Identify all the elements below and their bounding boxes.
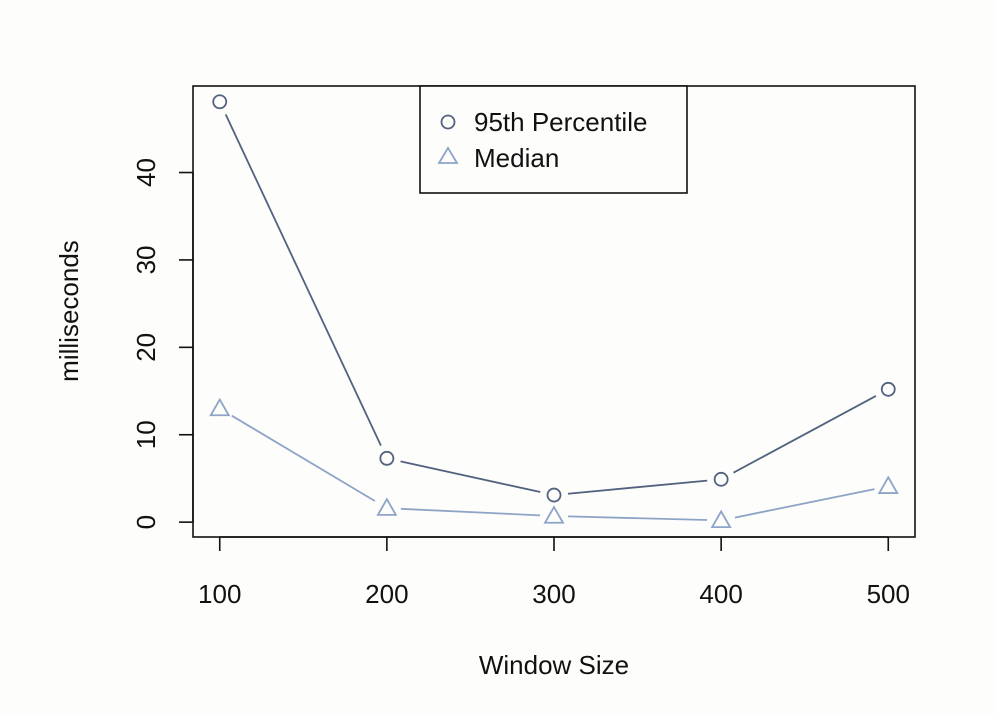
series-line-segment <box>400 507 541 517</box>
x-tick-label: 200 <box>365 579 408 609</box>
y-tick-label: 0 <box>131 515 161 529</box>
legend-box <box>419 85 688 194</box>
legend-marker-triangle <box>437 146 459 164</box>
series-line-segment <box>224 114 382 447</box>
data-point-triangle <box>543 505 565 524</box>
series-95th-percentile <box>212 94 896 503</box>
legend-label-95th-percentile: 95th Percentile <box>474 107 647 137</box>
y-axis: 0 10 20 30 40 <box>131 158 194 529</box>
x-tick-label: 400 <box>699 579 742 609</box>
series-line-segment <box>733 395 877 474</box>
legend: 95th Percentile Median <box>419 85 688 194</box>
x-axis: 100 200 300 400 500 <box>198 536 910 609</box>
x-axis-title: Window Size <box>479 650 629 680</box>
series-layer <box>209 94 899 529</box>
series-line-segment <box>567 479 708 495</box>
legend-label-median: Median <box>474 143 559 173</box>
series-line-segment <box>567 515 708 521</box>
y-tick-label: 20 <box>131 333 161 362</box>
data-point-triangle <box>376 497 398 516</box>
x-tick-label: 300 <box>532 579 575 609</box>
data-point-circle <box>713 471 729 487</box>
data-point-circle <box>880 381 896 397</box>
x-tick-label: 100 <box>198 579 241 609</box>
series-line-segment <box>231 414 376 502</box>
data-point-circle <box>379 450 395 466</box>
series-median <box>209 397 899 529</box>
y-tick-label: 40 <box>131 158 161 187</box>
data-point-triangle <box>710 509 732 529</box>
data-point-circle <box>212 94 228 110</box>
data-point-triangle <box>877 475 899 494</box>
y-tick-label: 30 <box>131 245 161 274</box>
y-axis-title: milliseconds <box>54 240 84 382</box>
x-tick-label: 500 <box>867 579 910 609</box>
legend-marker-circle <box>440 114 456 130</box>
series-line-segment <box>400 460 541 493</box>
data-point-circle <box>546 487 562 503</box>
data-point-triangle <box>209 397 231 417</box>
y-tick-label: 10 <box>131 420 161 449</box>
series-line-segment <box>734 488 875 519</box>
